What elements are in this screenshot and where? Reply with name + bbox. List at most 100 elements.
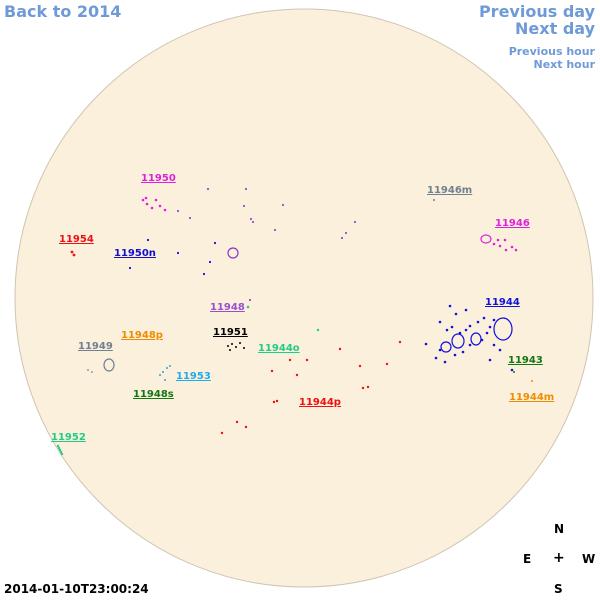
sunspot-dot (358, 364, 362, 368)
sunspot-dot (492, 242, 496, 246)
region-label-11946[interactable]: 11946 (495, 218, 530, 229)
sunspot-dot (498, 348, 502, 352)
sunspot-dot (91, 371, 93, 373)
sunspot-dot (305, 358, 309, 362)
sunspot-dot (288, 358, 292, 362)
sunspot-dot (213, 241, 217, 245)
next-day-link[interactable]: Next day (515, 19, 595, 38)
sunspot-dot (145, 202, 149, 206)
sunspot-dot (445, 328, 449, 332)
sunspot-dot (438, 348, 442, 352)
sunspot-dot (57, 446, 61, 450)
sunspot-dot (162, 371, 164, 373)
sunspot-dot (270, 369, 274, 373)
sunspot-dot (248, 298, 252, 302)
solar-disk (14, 8, 594, 588)
sunspot-dot (154, 198, 158, 202)
sunspot-dot (208, 260, 212, 264)
sunspot-dot (485, 331, 489, 335)
sunspot-dot (56, 444, 60, 448)
sunspot-dot (60, 452, 64, 456)
sunspot-dot (461, 350, 465, 354)
sunspot-dot (385, 362, 389, 366)
sunspot-dot (443, 360, 447, 364)
sunspot-dot (146, 238, 150, 242)
sunspot-dot (498, 244, 502, 248)
sunspot-dot (510, 368, 514, 372)
region-label-11949[interactable]: 11949 (78, 341, 113, 352)
sunspot-dot (70, 250, 74, 254)
sunspot-dot (492, 318, 496, 322)
sunspot-dot (492, 343, 496, 347)
sunspot-dot (344, 231, 348, 235)
sunspot-dot (366, 385, 370, 389)
previous-day-link[interactable]: Previous day (478, 2, 595, 21)
sunspot-dot (242, 204, 246, 208)
sunspot-dot (316, 328, 320, 332)
sunspot-dot (249, 217, 253, 221)
sunspot-dot (206, 187, 210, 191)
region-label-11953[interactable]: 11953 (176, 371, 211, 382)
sunspot-dot (169, 365, 171, 367)
sunspot-dot (438, 320, 442, 324)
region-label-11951[interactable]: 11951 (213, 327, 248, 338)
region-label-11950n[interactable]: 11950n (114, 248, 156, 259)
sunspot-dot (454, 312, 458, 316)
sunspot-dot (353, 220, 357, 224)
sunspot-dot (235, 346, 237, 348)
region-label-11948s[interactable]: 11948s (133, 389, 174, 400)
previous-hour-link[interactable]: Previous hour (508, 45, 595, 58)
sunspot-dot (453, 353, 457, 357)
region-label-11948[interactable]: 11948 (210, 302, 245, 313)
sunspot-dot (531, 380, 533, 382)
next-hour-link[interactable]: Next hour (533, 58, 596, 71)
compass-east: E (523, 552, 532, 566)
region-label-11944p[interactable]: 11944p (299, 397, 341, 408)
sunspot-dot (72, 253, 76, 257)
sunspot-dot (513, 371, 515, 373)
region-label-11943[interactable]: 11943 (508, 355, 543, 366)
sunspot-features (56, 187, 533, 456)
sunspot-dot (361, 386, 365, 390)
back-to-year-link[interactable]: Back to 2014 (4, 2, 122, 21)
sunspot-dot (58, 448, 62, 452)
sunspot-dot (488, 325, 492, 329)
sunspot-dot (188, 216, 192, 220)
sunspot-dot (164, 379, 166, 381)
sunspot-dot (398, 340, 402, 344)
sunspot-dot (464, 308, 468, 312)
sunspot-dot (166, 367, 168, 369)
sunspot-dot (235, 420, 239, 424)
sunspot-dot (176, 209, 180, 213)
sunspot-dot (231, 343, 233, 345)
region-label-11944[interactable]: 11944 (485, 297, 520, 308)
sunspot-dot (227, 345, 229, 347)
sunspot-dot (244, 425, 248, 429)
sunspot-dot (150, 206, 154, 210)
region-label-11944m[interactable]: 11944m (509, 392, 554, 403)
region-label-11944o[interactable]: 11944o (258, 343, 300, 354)
sunspot-dot (273, 228, 277, 232)
region-label-11946m[interactable]: 11946m (427, 185, 472, 196)
region-label-11954[interactable]: 11954 (59, 234, 94, 245)
sunspot-dot (272, 400, 276, 404)
region-label-11952[interactable]: 11952 (51, 432, 86, 443)
region-label-11948p[interactable]: 11948p (121, 330, 163, 341)
sunspot-dot (458, 331, 462, 335)
sunspot-dot (275, 399, 279, 403)
region-label-11950[interactable]: 11950 (141, 173, 176, 184)
sunspot-dot (468, 324, 472, 328)
sunspot-contour (451, 333, 465, 349)
sunspot-dot (488, 358, 492, 362)
compass-north: N (554, 522, 565, 536)
sunspot-dot (159, 374, 161, 376)
sunspot-dot (448, 304, 452, 308)
sunspot-dot (503, 238, 507, 242)
sunspot-dot (176, 251, 180, 255)
sunspot-dot (141, 198, 145, 202)
sunspot-contour (493, 317, 513, 341)
sunspot-dot (163, 208, 167, 212)
sunspot-dot (295, 373, 299, 377)
sunspot-dot (239, 342, 241, 344)
